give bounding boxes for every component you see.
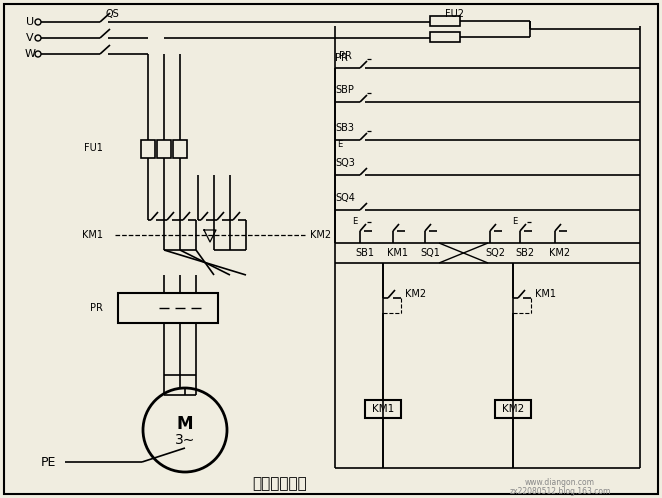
Text: FU1: FU1 [84,143,103,153]
Text: M: M [177,415,193,433]
Text: SB1: SB1 [355,248,375,258]
Text: zx22080512.blog.163.com: zx22080512.blog.163.com [509,487,610,496]
Text: KM2: KM2 [405,289,426,299]
Text: KM1: KM1 [387,248,408,258]
Text: PR: PR [90,303,103,313]
Text: PE: PE [40,456,56,469]
Text: SQ1: SQ1 [420,248,440,258]
Bar [430,16,460,26]
Text: SQ4: SQ4 [335,193,355,203]
Bar [365,400,401,418]
Bar [430,32,460,42]
Text: 自动往返控制: 自动往返控制 [253,477,307,492]
Text: KM1: KM1 [372,404,394,414]
Text: SB2: SB2 [516,248,534,258]
Text: E: E [338,139,343,148]
Text: 3∼: 3∼ [175,433,195,447]
Text: KM2: KM2 [310,230,331,240]
Text: KM1: KM1 [535,289,556,299]
Text: KM2: KM2 [502,404,524,414]
Text: KM2: KM2 [549,248,571,258]
Text: V: V [26,33,34,43]
Text: PR: PR [335,53,348,63]
Bar [495,400,531,418]
Bar [118,293,218,323]
Text: SB3: SB3 [336,123,354,133]
Bar [141,140,155,158]
Text: SBP: SBP [336,85,354,95]
Text: U: U [26,17,34,27]
Text: SQ3: SQ3 [335,158,355,168]
Text: E: E [352,217,357,226]
Text: FU2: FU2 [446,9,465,19]
Text: KM1: KM1 [82,230,103,240]
Text: SQ2: SQ2 [485,248,505,258]
Text: PR: PR [338,51,352,61]
Bar [173,140,187,158]
Text: E: E [512,217,518,226]
Text: www.diangon.com: www.diangon.com [525,478,595,487]
Text: W: W [24,49,36,59]
Text: QS: QS [105,9,119,19]
Bar [157,140,171,158]
